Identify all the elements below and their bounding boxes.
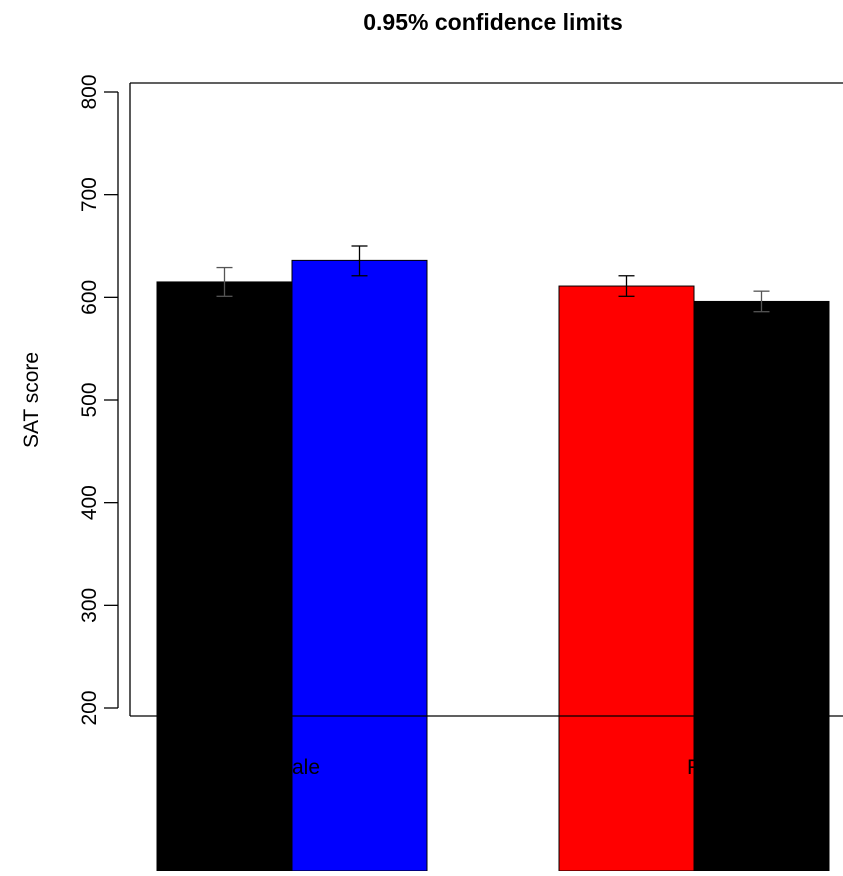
category-labels: ale Fem bbox=[292, 756, 729, 779]
y-axis-label: SAT score bbox=[20, 352, 43, 448]
y-axis: 200 300 400 500 600 700 800 bbox=[78, 74, 119, 726]
bar-2 bbox=[291, 259, 428, 872]
category-label-2: Fem bbox=[687, 756, 729, 779]
bar-3 bbox=[558, 285, 695, 872]
y-tick-label-600: 600 bbox=[78, 280, 101, 315]
y-tick-label-400: 400 bbox=[78, 485, 101, 520]
y-tick-label-200: 200 bbox=[78, 690, 101, 725]
category-label-1: ale bbox=[292, 756, 320, 779]
y-tick-label-300: 300 bbox=[78, 588, 101, 623]
y-tick-label-700: 700 bbox=[78, 177, 101, 212]
bar-4 bbox=[693, 300, 830, 872]
bar-1 bbox=[156, 281, 293, 872]
y-tick-label-800: 800 bbox=[78, 74, 101, 109]
bars-layer bbox=[156, 259, 830, 872]
y-tick-label-500: 500 bbox=[78, 382, 101, 417]
error-bars-layer bbox=[216, 245, 770, 313]
chart-title: 0.95% confidence limits bbox=[363, 9, 622, 35]
